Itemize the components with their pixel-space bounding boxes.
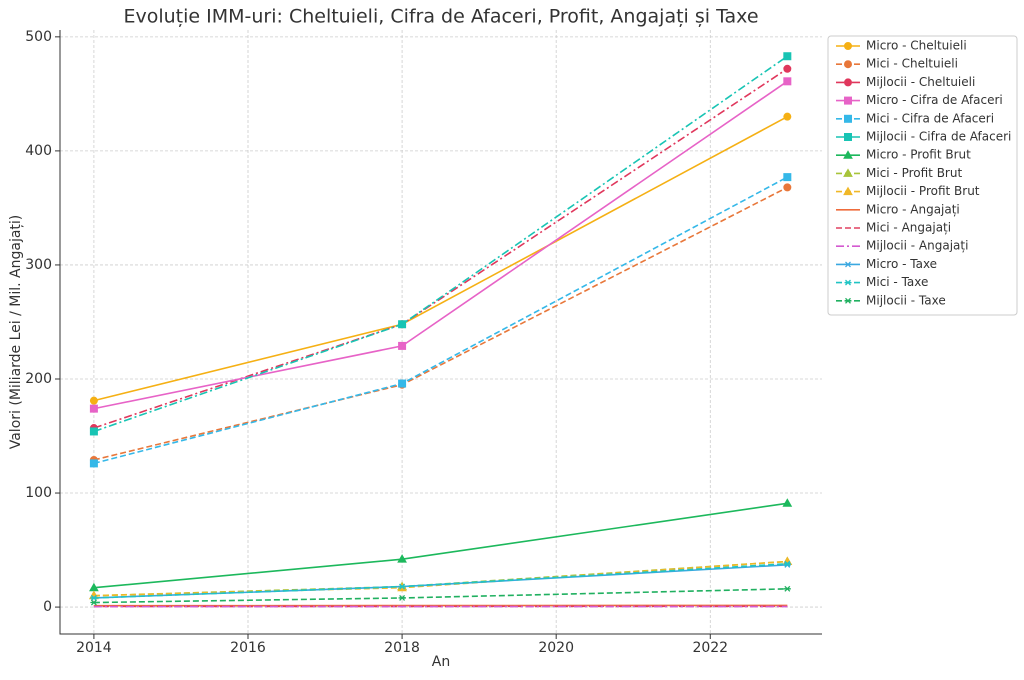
- data-point: [398, 320, 407, 329]
- legend-marker: [844, 261, 852, 268]
- data-point: [89, 459, 98, 468]
- legend-label: Mijlocii - Taxe: [866, 293, 946, 307]
- data-point: [783, 585, 791, 592]
- y-tick-label: 500: [25, 29, 52, 45]
- legend-marker: [844, 114, 852, 123]
- data-point: [398, 595, 406, 601]
- series-line: [93, 186, 788, 461]
- series-line: [93, 115, 788, 402]
- series-line: [93, 502, 788, 589]
- legend-marker: [843, 150, 853, 159]
- y-tick-label: 200: [25, 371, 52, 387]
- legend-label: Micro - Angajați: [866, 202, 960, 216]
- legend-label: Mijlocii - Profit Brut: [866, 184, 980, 198]
- data-point: [783, 183, 792, 192]
- data-point: [782, 498, 793, 507]
- data-point: [783, 560, 791, 567]
- y-axis-label: Valori (Miliarde Lei / Mil. Angajați): [8, 215, 24, 450]
- legend-label: Mici - Cifra de Afaceri: [866, 111, 994, 125]
- data-point: [397, 554, 407, 563]
- legend-marker: [844, 297, 852, 304]
- chart-title: Evoluție IMM-uri: Cheltuieli, Cifra de A…: [123, 6, 758, 28]
- data-point: [89, 396, 98, 405]
- legend-label: Mijlocii - Cifra de Afaceri: [866, 130, 1011, 144]
- data-point: [783, 52, 792, 61]
- data-point: [398, 583, 406, 590]
- legend-label: Micro - Cheltuieli: [866, 39, 967, 53]
- axes: [59, 30, 822, 635]
- data-point: [90, 599, 98, 606]
- data-point: [89, 404, 98, 413]
- x-axis-label: An: [432, 654, 450, 670]
- legend-label: Micro - Cifra de Afaceri: [866, 93, 1003, 107]
- legend-label: Mici - Profit Brut: [866, 166, 962, 180]
- series-line: [93, 588, 788, 604]
- legend: Micro - Cheltuieli Mici - Cheltuieli Mijlo…: [827, 35, 1018, 316]
- data-point: [783, 112, 792, 121]
- legend-label: Micro - Taxe: [866, 257, 937, 271]
- legend-label: Mici - Angajați: [866, 221, 951, 235]
- series-line: [93, 80, 788, 410]
- data-point: [90, 595, 98, 601]
- legend-label: Mici - Taxe: [866, 275, 928, 289]
- data-point: [398, 379, 407, 388]
- y-tick-label: 400: [25, 143, 52, 159]
- data-point: [783, 173, 792, 182]
- legend-box: [827, 35, 1018, 316]
- legend-label: Mijlocii - Angajați: [866, 239, 968, 253]
- data-point: [89, 427, 98, 436]
- legend-label: Mijlocii - Cheltuieli: [866, 75, 975, 89]
- legend-marker: [843, 186, 853, 196]
- x-tick-label: 2018: [384, 640, 420, 656]
- y-tick-label: 0: [43, 599, 52, 615]
- x-tick-label: 2022: [692, 640, 728, 656]
- legend-marker: [844, 96, 852, 105]
- legend-marker: [844, 60, 852, 69]
- data-point: [783, 64, 792, 73]
- x-tick-label: 2014: [76, 640, 112, 656]
- legend-label: Micro - Profit Brut: [866, 148, 971, 162]
- data-point: [398, 341, 407, 350]
- legend-marker: [843, 168, 853, 177]
- y-tick-label: 100: [25, 485, 52, 501]
- x-tick-label: 2016: [230, 640, 266, 656]
- legend-marker: [844, 133, 852, 141]
- legend-marker: [844, 42, 852, 50]
- legend-label: Mici - Cheltuieli: [866, 57, 958, 71]
- x-tick-label: 2020: [538, 640, 574, 656]
- data-point: [783, 77, 792, 86]
- y-tick-label: 300: [25, 257, 52, 273]
- legend-marker: [844, 78, 852, 87]
- legend-marker: [844, 279, 852, 286]
